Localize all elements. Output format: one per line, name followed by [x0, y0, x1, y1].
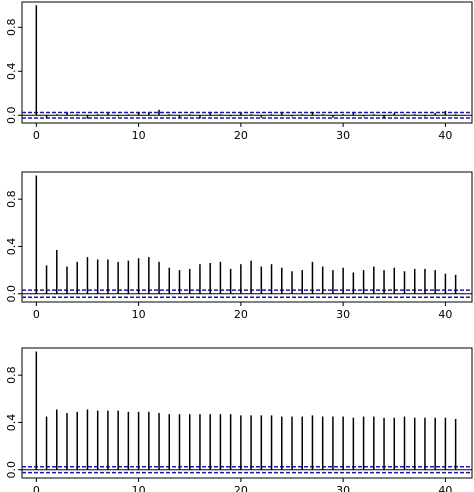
- x-tick-label: 20: [234, 129, 248, 142]
- x-tick-label: 40: [438, 484, 452, 492]
- y-tick-label: 0.0: [5, 285, 18, 303]
- x-tick-label: 30: [336, 129, 350, 142]
- x-tick-label: 10: [132, 129, 146, 142]
- y-tick-label: 0.8: [5, 19, 18, 37]
- y-tick-label: 0.4: [5, 238, 18, 256]
- x-tick-label: 30: [336, 484, 350, 492]
- plot-frame: [21, 171, 473, 303]
- y-tick-label: 0.8: [5, 366, 18, 384]
- plot-frame: [21, 347, 473, 479]
- x-tick-label: 0: [33, 308, 40, 321]
- y-tick-label: 0.8: [5, 190, 18, 208]
- x-tick-label: 40: [438, 308, 452, 321]
- y-tick-label: 0.4: [5, 414, 18, 432]
- y-tick-label: 0.4: [5, 63, 18, 81]
- x-tick-label: 0: [33, 129, 40, 142]
- y-tick-label: 0.0: [5, 107, 18, 125]
- x-tick-label: 30: [336, 308, 350, 321]
- plot-frame: [21, 1, 473, 124]
- x-tick-label: 20: [234, 308, 248, 321]
- x-tick-label: 20: [234, 484, 248, 492]
- x-tick-label: 40: [438, 129, 452, 142]
- y-tick-label: 0.0: [5, 461, 18, 479]
- x-tick-label: 10: [132, 484, 146, 492]
- x-tick-label: 10: [132, 308, 146, 321]
- x-tick-label: 0: [33, 484, 40, 492]
